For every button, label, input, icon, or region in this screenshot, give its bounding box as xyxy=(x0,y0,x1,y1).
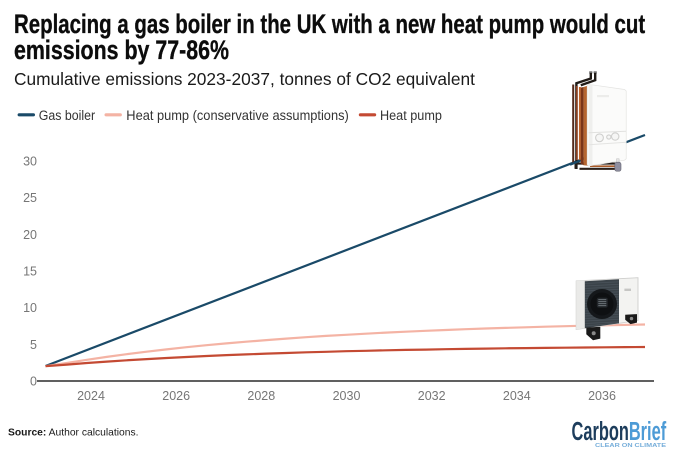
svg-text:2028: 2028 xyxy=(247,389,275,403)
svg-text:Heat pump (conservative assump: Heat pump (conservative assumptions) xyxy=(126,107,348,123)
svg-text:2030: 2030 xyxy=(333,389,361,403)
svg-text:2034: 2034 xyxy=(503,389,531,403)
svg-text:Source: Author calculations.: Source: Author calculations. xyxy=(8,427,139,438)
svg-text:CLEAR ON CLIMATE: CLEAR ON CLIMATE xyxy=(595,443,667,449)
svg-text:CarbonBrief: CarbonBrief xyxy=(572,417,667,446)
svg-text:30: 30 xyxy=(23,155,37,169)
svg-text:emissions by 77-86%: emissions by 77-86% xyxy=(14,36,229,66)
svg-text:15: 15 xyxy=(23,265,37,279)
svg-text:0: 0 xyxy=(30,375,37,389)
svg-text:2024: 2024 xyxy=(77,389,105,403)
svg-text:20: 20 xyxy=(23,228,37,242)
svg-text:Gas boiler: Gas boiler xyxy=(39,107,96,123)
svg-text:25: 25 xyxy=(23,191,37,205)
svg-text:2032: 2032 xyxy=(418,389,446,403)
svg-text:5: 5 xyxy=(30,338,37,352)
svg-text:10: 10 xyxy=(23,301,37,315)
svg-text:Replacing a gas boiler in the: Replacing a gas boiler in the UK with a … xyxy=(14,10,645,40)
svg-text:2026: 2026 xyxy=(162,389,190,403)
svg-text:2036: 2036 xyxy=(588,389,616,403)
svg-text:Heat pump: Heat pump xyxy=(380,107,442,123)
svg-text:Cumulative emissions 2023-2037: Cumulative emissions 2023-2037, tonnes o… xyxy=(14,69,475,89)
